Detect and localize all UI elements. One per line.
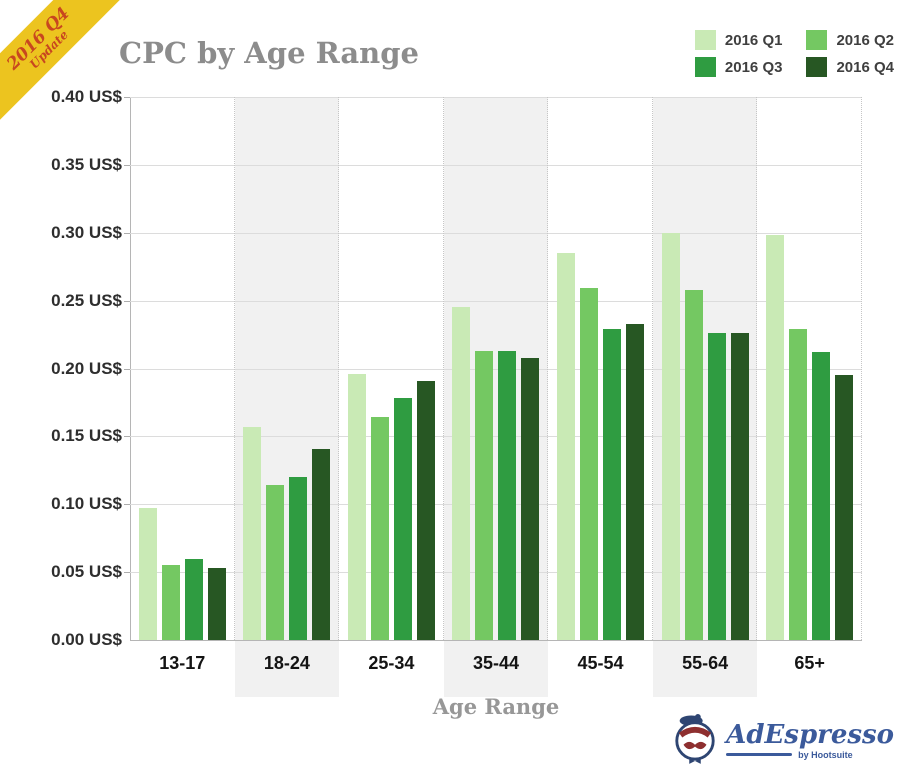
y-tick-mark [124,436,130,438]
y-tick-label: 0.05 US$ [51,562,122,582]
y-tick-mark [124,97,130,98]
column-separator [547,97,549,640]
x-tick-45-54: 45-54 [577,653,624,673]
brand-logo: AdEspresso by Hootsuite [672,712,894,769]
legend-item-2016-q2: 2016 Q2 [806,30,894,50]
legend-item-2016-q3: 2016 Q3 [694,57,783,77]
gridline-0.15 [130,436,862,438]
bar-2016-q2-18-24 [266,485,285,640]
bar-2016-q3-25-34 [393,398,412,640]
gridline-0.10 [130,504,862,506]
legend-label: 2016 Q1 [724,31,783,49]
x-axis-line [130,640,862,641]
x-tick-65+: 65+ [794,653,825,673]
legend-item-2016-q1: 2016 Q1 [694,30,783,50]
brand-byline: by Hootsuite [798,749,853,760]
bar-2016-q3-65+ [812,352,831,640]
bar-2016-q3-18-24 [289,477,308,640]
plot-area [124,97,862,640]
bar-2016-q1-55-64 [661,233,680,640]
brand-name: AdEspresso [726,719,894,750]
gridline-0.05 [130,572,862,574]
x-tick-25-34: 25-34 [368,653,415,673]
y-tick-mark [124,368,130,370]
y-tick-mark [124,572,130,574]
gridline-0.30 [130,232,862,234]
column-separator [233,97,235,640]
x-tick-18-24: 18-24 [263,653,310,673]
x-tick-55-64: 55-64 [682,653,729,673]
bar-2016-q2-35-44 [475,351,494,640]
bar-2016-q1-13-17 [138,508,157,640]
y-tick-label: 0.25 US$ [51,290,122,310]
legend-label: 2016 Q4 [836,58,894,76]
adespresso-mascot-icon [672,712,718,769]
bar-2016-q4-45-54 [626,324,645,640]
bar-group-65+ [757,97,862,640]
chart-title: CPC by Age Range [119,36,419,70]
bar-2016-q4-35-44 [521,358,540,640]
bar-2016-q2-65+ [789,329,808,640]
bar-2016-q4-25-34 [416,381,435,640]
gridline-0.20 [130,368,862,370]
bar-group-25-34 [339,97,444,640]
y-tick-label: 0.40 US$ [51,87,122,106]
gridline-0.25 [130,300,862,302]
legend-swatch [694,30,716,50]
y-tick-mark [124,164,130,166]
bar-2016-q2-45-54 [580,288,599,640]
legend-item-2016-q4: 2016 Q4 [806,57,894,77]
gridline-0.40 [130,97,862,98]
bar-2016-q1-65+ [766,235,785,640]
bar-2016-q2-13-17 [161,565,180,640]
y-tick-mark [124,504,130,506]
y-tick-label: 0.20 US$ [51,358,122,378]
column-separator [756,97,758,640]
brand-underline [726,753,793,756]
bar-2016-q3-55-64 [707,333,726,640]
legend-label: 2016 Q3 [724,58,783,76]
bar-2016-q4-13-17 [207,568,226,640]
bar-2016-q2-25-34 [370,417,389,640]
bar-2016-q1-18-24 [243,427,262,640]
y-tick-label: 0.35 US$ [51,154,122,174]
column-separator [861,97,862,640]
gridline-0.35 [130,164,862,166]
legend-label: 2016 Q2 [836,31,894,49]
y-tick-label: 0.30 US$ [51,222,122,242]
y-tick-mark [124,300,130,302]
legend-swatch [806,30,828,50]
y-tick-mark [124,232,130,234]
bar-group-45-54 [548,97,653,640]
bar-group-13-17 [130,97,235,640]
y-tick-label: 0.00 US$ [51,630,122,649]
bar-2016-q1-45-54 [557,253,576,640]
bar-2016-q3-35-44 [498,351,517,640]
bar-2016-q3-45-54 [603,329,622,640]
bar-group-55-64 [653,97,758,640]
bar-group-18-24 [235,97,340,640]
bar-2016-q2-55-64 [684,290,703,640]
x-tick-13-17: 13-17 [159,653,206,673]
bar-2016-q1-35-44 [452,307,471,640]
bar-2016-q3-13-17 [184,559,203,640]
legend-swatch [806,57,828,77]
column-separator [442,97,444,640]
y-tick-label: 0.10 US$ [51,494,122,514]
bar-2016-q1-25-34 [347,374,366,640]
bar-2016-q4-65+ [835,375,854,640]
y-tick-label: 0.15 US$ [51,426,122,446]
x-axis-labels: 13-17 18-24 25-34 35-44 45-54 55-64 65+ [130,653,862,674]
legend: 2016 Q1 2016 Q2 2016 Q3 2016 Q4 [694,30,894,77]
corner-ribbon: 2016 Q4 Update [0,0,131,131]
bar-2016-q4-18-24 [312,449,331,640]
bar-group-35-44 [444,97,549,640]
x-tick-35-44: 35-44 [472,653,519,673]
column-separator [338,97,340,640]
column-separator [651,97,653,640]
x-axis-title: Age Range [432,694,560,719]
legend-swatch [694,57,716,77]
bar-2016-q4-55-64 [730,333,749,640]
